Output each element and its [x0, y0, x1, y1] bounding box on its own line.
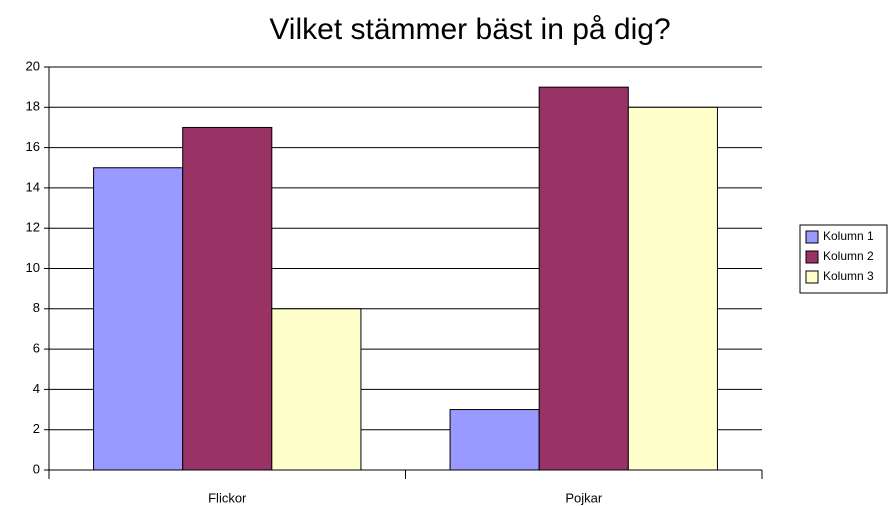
bar: [182, 126, 273, 471]
legend-label: Kolumn 1: [823, 229, 874, 243]
y-tick-label: 8: [33, 300, 40, 315]
x-tick-label: Flickor: [208, 490, 247, 505]
y-tick-label: 16: [26, 139, 40, 154]
y-tick-label: 6: [33, 341, 40, 356]
chart-title: Vilket stämmer bäst in på dig?: [269, 13, 670, 46]
bar: [271, 308, 362, 471]
y-tick-label: 20: [26, 58, 40, 73]
legend-label: Kolumn 2: [823, 249, 874, 263]
bar: [627, 106, 718, 471]
y-tick-label: 12: [26, 220, 40, 235]
bar: [93, 167, 184, 471]
bar: [449, 409, 540, 471]
legend-swatch: [805, 250, 819, 264]
legend-swatch: [805, 270, 819, 284]
y-tick-label: 0: [33, 461, 40, 476]
y-tick-label: 4: [33, 381, 40, 396]
legend-swatch: [805, 230, 819, 244]
y-tick-label: 14: [26, 179, 40, 194]
bar: [538, 86, 629, 471]
legend-label: Kolumn 3: [823, 269, 874, 283]
y-tick-label: 10: [26, 260, 40, 275]
y-tick-label: 2: [33, 421, 40, 436]
x-tick-label: Pojkar: [565, 490, 603, 505]
y-tick-label: 18: [26, 99, 40, 114]
